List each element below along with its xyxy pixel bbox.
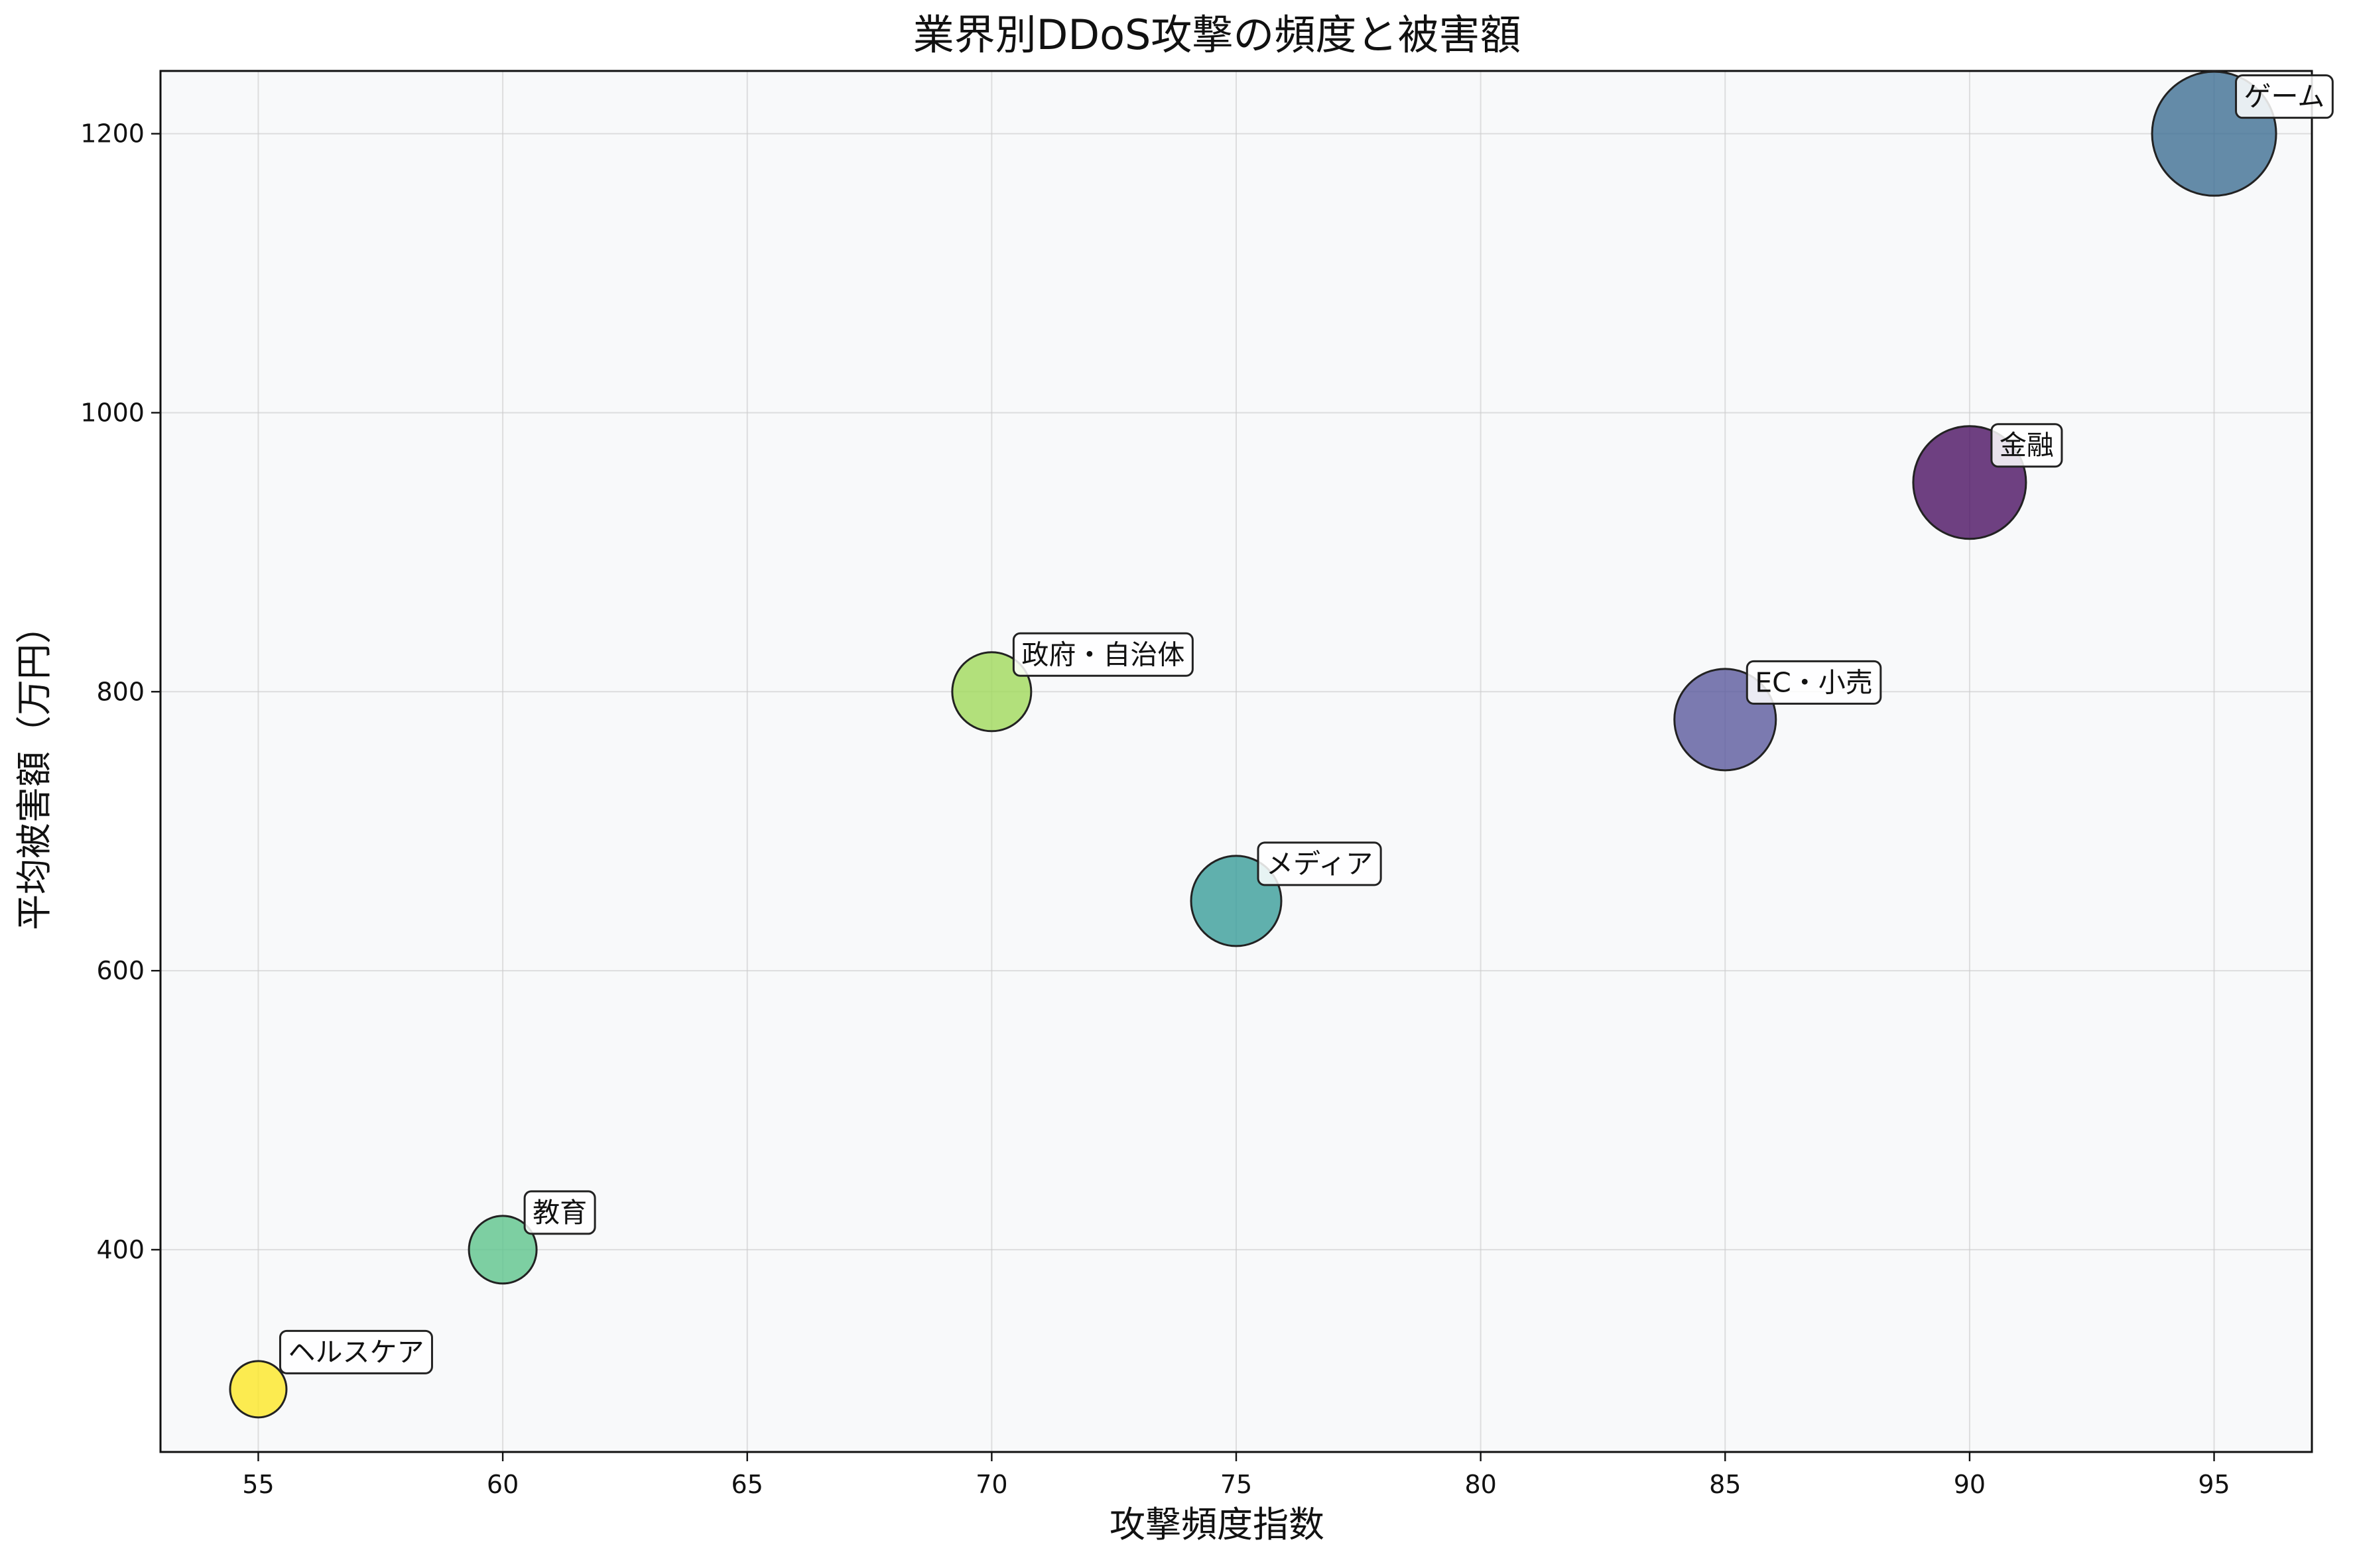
y-tick-label: 1200	[80, 119, 145, 149]
point-label-group: ヘルスケア	[279, 1329, 433, 1374]
data-point[interactable]	[229, 1360, 288, 1419]
point-label-group: EC・小売	[1746, 660, 1882, 705]
point-label-box	[1990, 423, 2063, 468]
y-tick-label: 600	[96, 956, 145, 985]
data-point[interactable]	[951, 651, 1033, 733]
plot-area: 55 60 65 70 75 80 85 90 95 400 600 800 1000 1200 ヘルスケア…	[80, 70, 2334, 1499]
point-label: EC・小売	[1755, 666, 1873, 698]
data-point[interactable]	[468, 1215, 538, 1285]
y-tick-label: 400	[96, 1235, 145, 1264]
point-label: ゲーム	[2244, 81, 2325, 113]
chart-title: 業界別DDoS攻撃の頻度と被害額	[913, 11, 1521, 59]
point-label-box	[1746, 660, 1882, 705]
plot-frame	[159, 70, 2313, 1453]
point-label-box	[1257, 841, 1382, 886]
y-axis-label: 平均被害額（万円）	[13, 608, 55, 930]
x-tick-label: 95	[2198, 1470, 2230, 1499]
y-tick-label: 800	[96, 677, 145, 706]
point-label-box	[2235, 74, 2334, 119]
x-tick-label: 75	[1220, 1470, 1252, 1499]
x-tick-label: 60	[487, 1470, 519, 1499]
point-label: 教育	[533, 1197, 587, 1229]
point-label-box	[279, 1329, 433, 1374]
x-tick-label: 90	[1954, 1470, 1986, 1499]
x-tick-label: 55	[242, 1470, 274, 1499]
x-tick-label: 70	[976, 1470, 1007, 1499]
point-label-box	[1012, 632, 1194, 677]
x-tick-label: 65	[731, 1470, 763, 1499]
point-label-group: 教育	[523, 1190, 596, 1235]
point-label: ヘルスケア	[288, 1336, 424, 1368]
point-label-box	[523, 1190, 596, 1235]
point-label: 金融	[2000, 430, 2054, 461]
point-label: メディア	[1266, 848, 1373, 880]
point-label: 政府・自治体	[1021, 638, 1184, 670]
point-label-group: メディア	[1257, 841, 1382, 886]
point-label-group: ゲーム	[2235, 74, 2334, 119]
x-tick-label: 80	[1464, 1470, 1496, 1499]
x-axis-label: 攻撃頻度指数	[1110, 1504, 1324, 1545]
x-tick-label: 85	[1709, 1470, 1741, 1499]
point-label-group: 金融	[1990, 423, 2063, 468]
y-tick-label: 1000	[80, 398, 145, 427]
point-label-group: 政府・自治体	[1012, 632, 1194, 677]
